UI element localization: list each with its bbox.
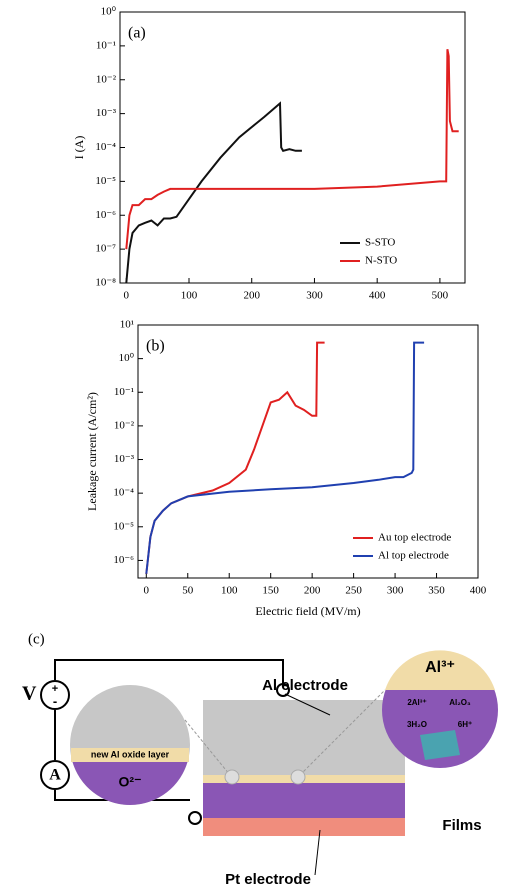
x-tick-label: 400 [369,290,386,302]
y-tick-label: 10⁻³ [96,107,117,119]
ion-label: O²⁻ [119,774,142,790]
y-tick-label: 10⁻⁶ [113,554,134,566]
x-tick-label: 500 [432,290,449,302]
bottom-label: Pt electrode [225,871,311,888]
panel-label: (b) [146,338,165,355]
legend-label: S-STO [365,237,395,249]
diagram: (c) V + - A new Al oxide layer O²⁻ Al³⁺ … [22,631,498,888]
terminal [188,811,202,825]
minus: - [53,693,57,708]
legend-label: N-STO [365,255,397,267]
plus: + [52,683,58,695]
y-tick-label: 10⁻³ [114,453,135,465]
x-tick-label: 200 [243,290,260,302]
water: 3H₂O [407,720,427,729]
zoom-line [184,719,231,776]
y-tick-label: 10⁻¹ [96,39,116,51]
data-line [145,341,325,574]
y-tick-label: 10⁻¹ [114,386,134,398]
y-tick-label: 10⁰ [119,352,135,364]
zoom-line [299,689,386,776]
legend-label: Al top electrode [378,550,449,562]
x-tick-label: 0 [144,585,150,597]
x-tick-label: 100 [221,585,238,597]
y-tick-label: 10⁻⁶ [95,209,116,221]
pointer [284,693,331,716]
data-line [125,101,302,284]
y-axis-label: Leakage current (A/cm²) [85,392,99,511]
pointer [314,829,321,876]
x-axis-label: Electric field (MV/m) [255,604,360,618]
zoom-product [420,730,460,760]
y-tick-label: 10⁻⁸ [95,277,116,289]
y-tick-label: 10⁻⁴ [95,141,116,153]
zoom-spot [290,769,306,785]
x-tick-label: 350 [428,585,445,597]
y-tick-label: 10⁻² [114,419,135,431]
data-line [125,49,459,250]
y-tick-label: 10⁰ [101,6,117,18]
x-tick-label: 400 [470,585,487,597]
plot-frame [137,324,479,579]
y-tick-label: 10⁻² [96,73,117,85]
proton: 6H⁺ [458,720,472,729]
data-line [145,341,425,574]
panel-label: (a) [128,25,146,42]
zoom-al [385,650,495,690]
product: Al₂O₃ [449,698,471,707]
y-tick-label: 10⁻⁵ [113,520,134,532]
source-label: V [22,683,37,705]
al-layer [203,700,405,775]
meter-symbol [40,760,70,790]
plot-frame [119,11,466,284]
legend-label: Au top electrode [378,532,451,544]
x-tick-label: 0 [124,290,130,302]
y-tick-label: 10⁻⁴ [113,487,134,499]
film-layer [203,783,405,818]
y-tick-label: 10¹ [120,319,134,331]
y-tick-label: 10⁻⁷ [95,243,116,255]
top-label: Al electrode [262,677,348,694]
x-tick-label: 150 [262,585,279,597]
meter-label: A [49,767,61,784]
al-ion: Al³⁺ [425,659,455,676]
wire [54,659,284,801]
x-tick-label: 250 [345,585,362,597]
x-tick-label: 200 [304,585,321,597]
source-symbol [40,680,70,710]
x-tick-label: 50 [182,585,194,597]
y-axis-label: I (A) [72,136,86,160]
x-tick-label: 300 [387,585,404,597]
panel-label: (c) [28,631,45,647]
terminal [276,683,290,697]
pt-layer [203,818,405,836]
films-label: Films [442,817,481,834]
zoom-spot [224,769,240,785]
reactant: 2Al³⁺ [407,698,426,707]
zoom-oxide [71,748,189,762]
oxide-label: new Al oxide layer [91,749,170,759]
x-tick-label: 100 [181,290,198,302]
x-tick-label: 300 [306,290,323,302]
y-tick-label: 10⁻⁵ [95,175,116,187]
zoom-film [72,760,188,805]
